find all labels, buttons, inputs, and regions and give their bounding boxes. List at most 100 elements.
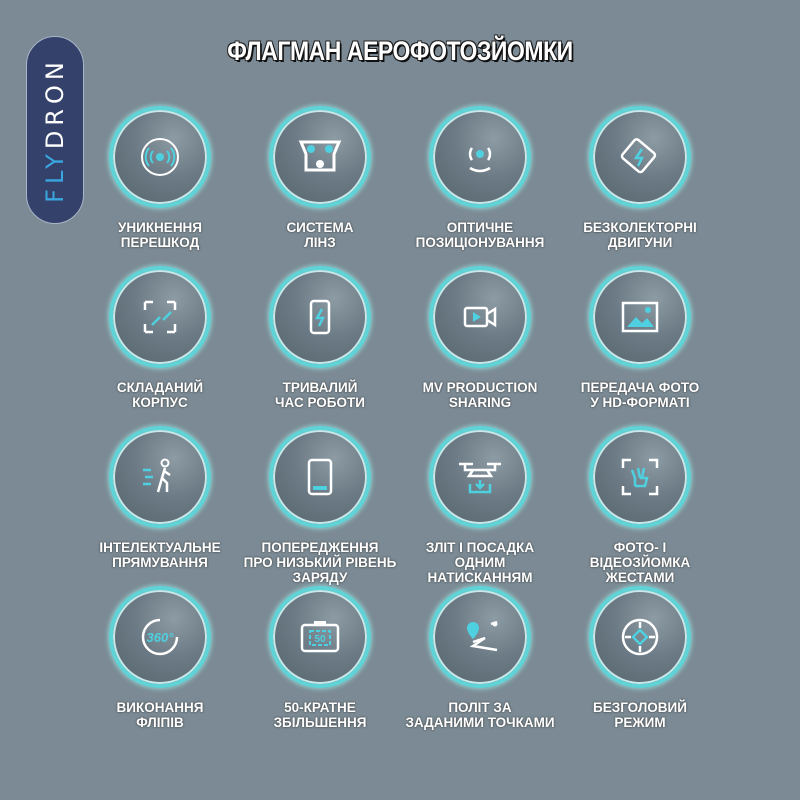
video-icon [463,306,497,328]
feature-item: ФОТО- І ВІДЕОЗЙОМКА ЖЕСТАМИ [560,426,720,585]
feature-label-line: СИСТЕМА [286,220,354,235]
drone-takeoff-icon [459,462,501,494]
feature-label-line: SHARING [448,395,512,410]
feature-badge [429,266,531,368]
feature-label-line: ЗАРЯДУ [292,570,348,585]
feature-badge [429,106,531,208]
feature-badge [429,426,531,528]
zoom-camera-icon: 50 [300,621,340,653]
feature-label-line: ОПТИЧНЕ [446,220,514,235]
feature-label: ПОЛІТ ЗА ЗАДАНИМИ ТОЧКАМИ [405,700,554,730]
feature-label-line: ПОЗИЦІОНУВАННЯ [415,235,545,250]
feature-label: БЕЗГОЛОВИЙ РЕЖИМ [593,700,687,730]
feature-badge [589,426,691,528]
feature-item: БЕЗКОЛЕКТОРНІ ДВИГУНИ [560,106,720,250]
feature-label-line: ЗАДАНИМИ ТОЧКАМИ [405,715,555,730]
feature-label-line: ЗБІЛЬШЕННЯ [273,715,367,730]
feature-label: ІНТЕЛЕКТУАЛЬНЕ ПРЯМУВАННЯ [99,540,220,570]
battery-charge-icon [309,299,331,335]
feature-label-line: БЕЗКОЛЕКТОРНІ [583,220,697,235]
feature-badge [589,586,691,688]
feature-badge [429,586,531,688]
feature-badge [589,266,691,368]
feature-label-line: ОДНИМ [454,555,506,570]
feature-label: ФОТО- І ВІДЕОЗЙОМКА ЖЕСТАМИ [590,540,691,585]
follow-person-icon [143,458,171,493]
feature-label-line: У HD-ФОРМАТІ [590,395,690,410]
flip-360-icon: 360° [141,618,179,656]
feature-label-line: ПОЛІТ ЗА [448,700,512,715]
feature-label-line: ПРО НИЗЬКИЙ РІВЕНЬ [243,555,397,570]
feature-item: ПОПЕРЕДЖЕННЯ ПРО НИЗЬКИЙ РІВЕНЬ ЗАРЯДУ [240,426,400,585]
feature-label-line: ПЕРЕДАЧА ФОТО [580,380,700,395]
feature-label: ПЕРЕДАЧА ФОТО У HD-ФОРМАТІ [581,380,699,410]
feature-label-line: ПОПЕРЕДЖЕННЯ [261,540,379,555]
feature-label-line: ФЛІПІВ [136,715,184,730]
feature-label-line: ЛІНЗ [304,235,336,250]
feature-badge [589,106,691,208]
brushless-motor-icon [620,138,657,174]
feature-label-line: ЗЛІТ І ПОСАДКА [425,540,535,555]
logo-dron: DRON [41,57,69,150]
gesture-icon [621,458,659,496]
feature-item: СИСТЕМА ЛІНЗ [240,106,400,250]
feature-label-line: MV PRODUCTION [422,380,538,395]
feature-item: ПОЛІТ ЗА ЗАДАНИМИ ТОЧКАМИ [400,586,560,730]
feature-label-line: ІНТЕЛЕКТУАЛЬНЕ [99,540,221,555]
svg-text:360°: 360° [147,630,175,645]
feature-label: ПОПЕРЕДЖЕННЯ ПРО НИЗЬКИЙ РІВЕНЬ ЗАРЯДУ [244,540,397,585]
feature-label: ТРИВАЛИЙ ЧАС РОБОТИ [275,380,365,410]
lens-system-icon [298,140,342,172]
feature-label: 50-КРАТНЕ ЗБІЛЬШЕННЯ [274,700,367,730]
feature-item: 360° ВИКОНАННЯ ФЛІПІВ [80,586,240,730]
feature-item: 50 50-КРАТНЕ ЗБІЛЬШЕННЯ [240,586,400,730]
feature-label-line: БЕЗГОЛОВИЙ [593,700,687,715]
feature-label: ЗЛІТ І ПОСАДКА ОДНИМ НАТИСКАННЯМ [426,540,534,585]
feature-badge: 360° [109,586,211,688]
feature-label-line: ПЕРЕШКОД [120,235,200,250]
feature-item: ТРИВАЛИЙ ЧАС РОБОТИ [240,266,400,410]
flydron-logo: FLYDRON [26,36,84,224]
feature-badge [269,426,371,528]
feature-label: СИСТЕМА ЛІНЗ [286,220,353,250]
feature-item: УНИКНЕННЯ ПЕРЕШКОД [80,106,240,250]
feature-badge [109,106,211,208]
feature-label: MV PRODUCTION SHARING [423,380,538,410]
feature-label-line: РЕЖИМ [614,715,666,730]
feature-label-line: ВИКОНАННЯ [116,700,204,715]
feature-item: ЗЛІТ І ПОСАДКА ОДНИМ НАТИСКАННЯМ [400,426,560,585]
feature-label: СКЛАДАНИЙ КОРПУС [117,380,203,410]
feature-badge [109,266,211,368]
feature-item: ІНТЕЛЕКТУАЛЬНЕ ПРЯМУВАННЯ [80,426,240,570]
feature-item: СКЛАДАНИЙ КОРПУС [80,266,240,410]
feature-label-line: ЧАС РОБОТИ [275,395,365,410]
feature-label: БЕЗКОЛЕКТОРНІ ДВИГУНИ [583,220,697,250]
headless-mode-icon [621,618,659,656]
waypoint-icon [467,620,498,652]
optical-positioning-icon [468,147,492,173]
feature-badge [269,106,371,208]
low-battery-icon [307,458,333,496]
feature-item: БЕЗГОЛОВИЙ РЕЖИМ [560,586,720,730]
sonar-icon [141,138,179,176]
feature-badge [109,426,211,528]
feature-label-line: СКЛАДАНИЙ [116,380,204,395]
feature-label-line: УНИКНЕННЯ [117,220,203,235]
feature-badge: 50 [269,586,371,688]
feature-label-line: ЖЕСТАМИ [605,570,675,585]
feature-item: ПЕРЕДАЧА ФОТО У HD-ФОРМАТІ [560,266,720,410]
feature-item: ОПТИЧНЕ ПОЗИЦІОНУВАННЯ [400,106,560,250]
page-title: ФЛАГМАН АЕРОФОТОЗЙОМКИ [227,36,573,66]
fold-icon [143,300,177,334]
feature-item: MV PRODUCTION SHARING [400,266,560,410]
feature-label-line: НАТИСКАННЯМ [427,570,533,585]
svg-text:50: 50 [314,634,326,645]
feature-label-line: ПРЯМУВАННЯ [112,555,208,570]
feature-label-line: КОРПУС [132,395,188,410]
feature-label: ОПТИЧНЕ ПОЗИЦІОНУВАННЯ [416,220,545,250]
feature-label-line: ВІДЕОЗЙОМКА [589,555,691,570]
logo-fly: FLY [41,149,69,203]
feature-label: ВИКОНАННЯ ФЛІПІВ [117,700,204,730]
image-icon [621,301,659,333]
feature-label-line: ДВИГУНИ [607,235,673,250]
